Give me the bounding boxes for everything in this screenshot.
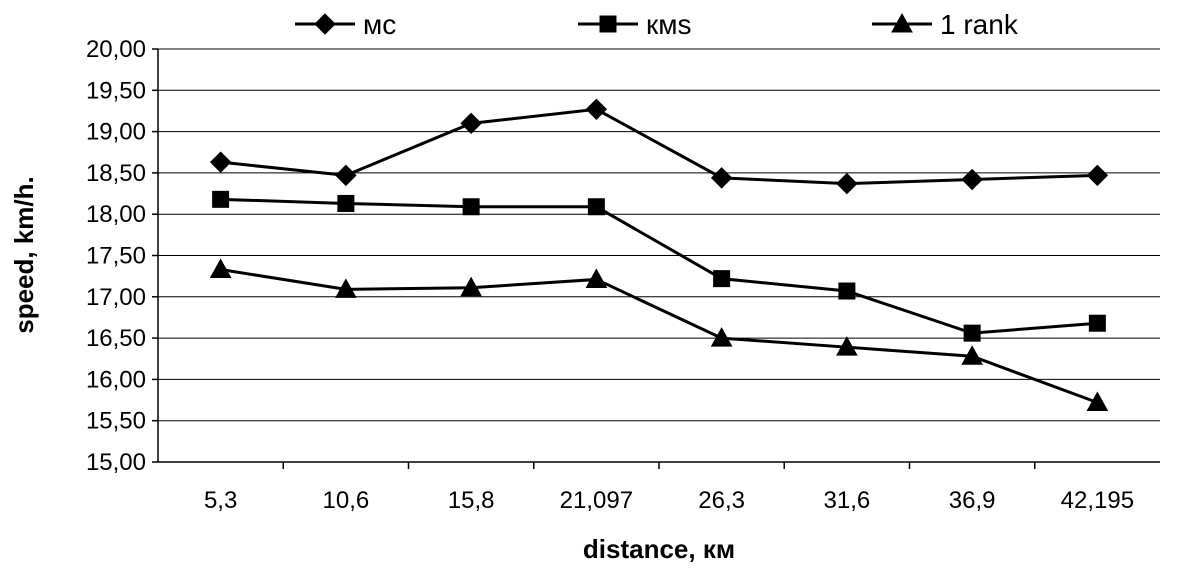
data-point [460, 276, 482, 297]
y-tick-labels: 15,00 15,50 16,00 16,50 17,00 17,50 18,00 18,50… [86, 36, 158, 476]
legend-entry: мс [295, 9, 396, 40]
data-point [335, 164, 357, 187]
y-tick-label: 18,00 [86, 201, 146, 228]
data-point [838, 282, 856, 300]
gridlines [158, 48, 1160, 422]
legend-label: кмs [646, 9, 692, 40]
y-tick-label: 16,50 [86, 325, 146, 352]
x-tick-label: 31,6 [824, 487, 871, 514]
data-point [587, 198, 605, 216]
data-point [462, 198, 480, 216]
legend-marker [599, 15, 617, 33]
data-point [713, 270, 731, 288]
legend: мс кмs 1 rank [295, 9, 1019, 40]
x-tick-label: 36,9 [949, 487, 996, 514]
data-point [1086, 391, 1109, 412]
legend-marker [314, 13, 336, 35]
data-point [209, 258, 232, 279]
y-tick-label: 15,00 [86, 449, 146, 476]
y-tick-label: 20,00 [86, 36, 146, 63]
legend-label: 1 rank [940, 9, 1019, 40]
y-tick-label: 19,00 [86, 119, 146, 146]
data-point [337, 194, 355, 212]
data-point [460, 112, 482, 135]
data-point [212, 190, 230, 208]
data-point [335, 278, 357, 298]
series-lines [209, 98, 1109, 412]
x-tick-label: 21,097 [560, 487, 633, 514]
data-point [836, 172, 858, 195]
series-square [212, 190, 1106, 342]
data-point [963, 324, 981, 342]
y-tick-label: 16,00 [86, 366, 146, 393]
data-point [836, 336, 858, 356]
y-tick-label: 17,00 [86, 284, 146, 311]
series-line [220, 197, 1098, 335]
legend-entry: 1 rank [872, 9, 1019, 40]
y-tick-label: 19,50 [86, 77, 146, 104]
data-point [961, 168, 983, 191]
x-axis-title: distance, км [583, 534, 735, 564]
data-point [1088, 314, 1106, 332]
series-line [220, 268, 1098, 404]
y-tick-label: 18,50 [86, 160, 146, 187]
x-tick-label: 10,6 [323, 487, 370, 514]
x-tick-label: 42,195 [1061, 487, 1134, 514]
y-tick-label: 17,50 [86, 243, 146, 270]
x-tick-label: 5,3 [204, 487, 237, 514]
legend-entry: кмs [578, 9, 692, 40]
y-tick-label: 15,50 [86, 408, 146, 435]
data-point [585, 98, 608, 121]
data-point [961, 345, 983, 365]
data-point [710, 327, 733, 347]
series-line [220, 107, 1098, 186]
data-point [585, 268, 608, 288]
data-point [1086, 164, 1109, 187]
x-tick-labels: 5,3 10,6 15,8 21,097 26,3 31,6 36,9 42,195 [204, 462, 1134, 514]
y-axis-title: speed, km/h. [9, 176, 39, 334]
series-diamond [209, 98, 1109, 195]
series-triangle [209, 258, 1109, 412]
x-tick-label: 15,8 [448, 487, 495, 514]
legend-marker [891, 12, 913, 33]
data-point [710, 167, 733, 189]
data-point [209, 151, 232, 173]
x-tick-label: 26,3 [698, 487, 745, 514]
legend-label: мс [363, 9, 396, 40]
